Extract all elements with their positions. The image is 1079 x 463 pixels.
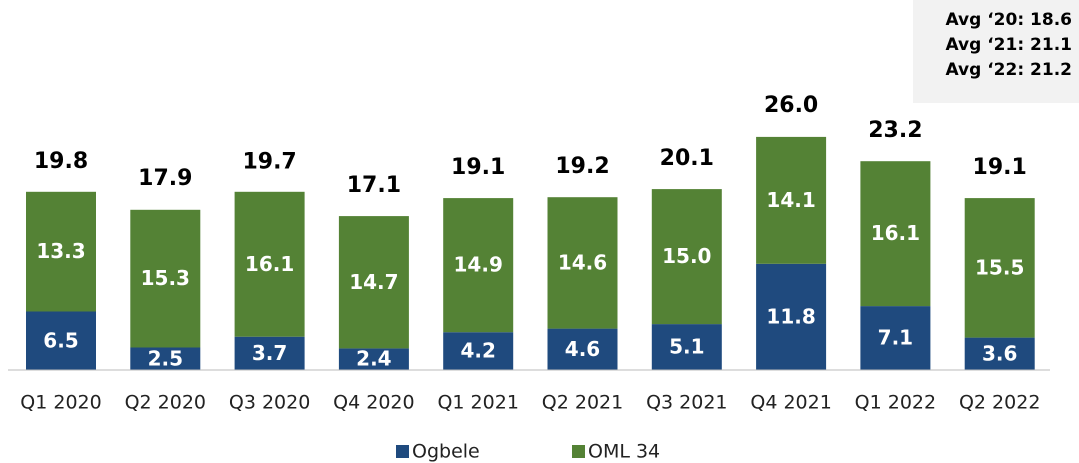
legend-label: OML 34 [588, 441, 660, 463]
segment-label: 14.1 [766, 188, 815, 212]
bar-segment [964, 198, 1035, 338]
segment-label: 2.5 [148, 347, 183, 371]
x-tick-label: Q4 2020 [333, 392, 414, 414]
total-label: 19.8 [34, 149, 88, 174]
x-tick-label: Q1 2022 [855, 392, 936, 414]
segment-label: 16.1 [245, 252, 294, 276]
total-label: 17.9 [138, 166, 192, 191]
total-label: 17.1 [347, 173, 401, 198]
segment-label: 3.6 [982, 341, 1017, 365]
bar-segment [651, 324, 722, 370]
segment-label: 14.6 [558, 250, 607, 274]
bar-segment [756, 136, 827, 264]
segment-label: 15.5 [975, 255, 1024, 279]
total-label: 20.1 [660, 146, 714, 171]
bar-segment [130, 209, 201, 348]
total-label: 23.2 [868, 118, 922, 143]
x-tick-label: Q1 2020 [20, 392, 101, 414]
bar-segment [547, 197, 618, 329]
bar-segment [338, 348, 409, 370]
bar-segment [964, 337, 1035, 370]
total-label: 19.1 [451, 155, 505, 180]
annotation: Avg ‘22: 21.2 [946, 60, 1073, 80]
segment-label: 4.2 [460, 339, 495, 363]
segment-label: 7.1 [878, 326, 913, 350]
total-label: 26.0 [764, 93, 818, 118]
segment-label: 3.7 [252, 341, 287, 365]
bar-segment [860, 161, 931, 307]
bar-segment [443, 332, 514, 370]
total-label: 19.2 [555, 154, 609, 179]
segment-label: 4.6 [565, 337, 600, 361]
bar-segment [756, 263, 827, 370]
annotation-box [913, 0, 1079, 103]
bar-segment [338, 216, 409, 349]
x-tick-label: Q1 2021 [437, 392, 518, 414]
x-tick-label: Q3 2021 [646, 392, 727, 414]
bar-segment [26, 191, 96, 312]
bar-segment [130, 347, 201, 370]
annotation: Avg ‘20: 18.6 [946, 10, 1073, 30]
x-tick-label: Q2 2020 [125, 392, 206, 414]
segment-label: 13.3 [36, 239, 85, 263]
legend-swatch [572, 445, 585, 458]
x-tick-label: Q2 2021 [542, 392, 623, 414]
segment-label: 15.3 [141, 266, 190, 290]
segment-label: 6.5 [43, 328, 78, 352]
annotation: Avg ‘21: 21.1 [946, 35, 1073, 55]
x-tick-label: Q2 2022 [959, 392, 1040, 414]
x-tick-label: Q4 2021 [750, 392, 831, 414]
x-tick-label: Q3 2020 [229, 392, 310, 414]
segment-label: 2.4 [356, 347, 391, 371]
segment-label: 5.1 [669, 335, 704, 359]
bar-segment [443, 198, 514, 333]
bar-segment [860, 306, 931, 370]
legend-swatch [396, 445, 409, 458]
segment-label: 11.8 [766, 304, 815, 328]
legend-label: Ogbele [412, 441, 480, 463]
total-label: 19.1 [973, 155, 1027, 180]
segment-label: 14.7 [349, 270, 398, 294]
bar-segment [651, 189, 722, 325]
bar-segment [234, 336, 305, 370]
total-label: 19.7 [242, 150, 296, 175]
bar-segment [547, 328, 618, 370]
segment-label: 14.9 [454, 253, 503, 277]
bar-segment [234, 191, 305, 337]
segment-label: 16.1 [871, 221, 920, 245]
bar-segment [26, 311, 96, 370]
segment-label: 15.0 [662, 244, 711, 268]
